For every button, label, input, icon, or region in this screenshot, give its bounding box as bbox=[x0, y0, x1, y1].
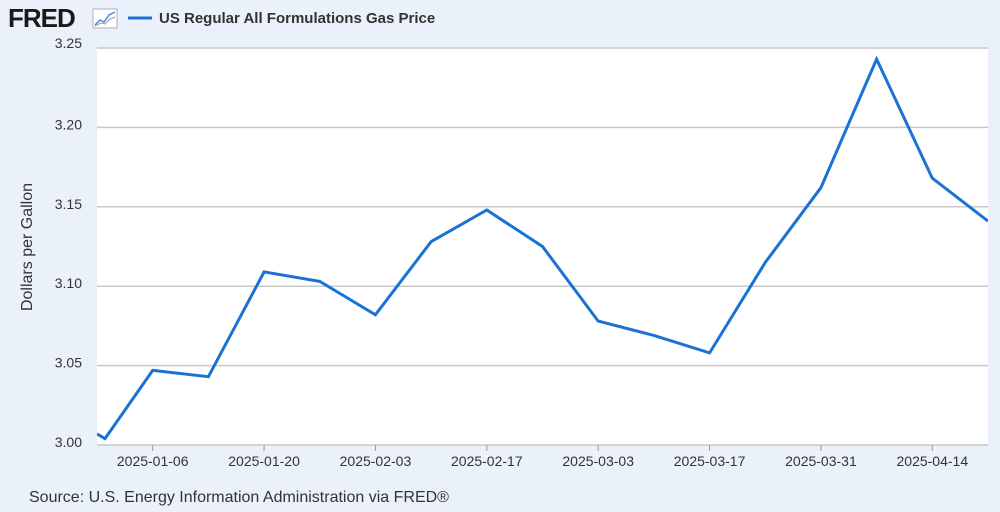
line-chart-icon bbox=[92, 8, 118, 29]
data-point[interactable] bbox=[428, 239, 434, 245]
x-tick-label: 2025-04-14 bbox=[897, 453, 969, 469]
legend-label: US Regular All Formulations Gas Price bbox=[159, 10, 435, 27]
y-tick-label: 3.15 bbox=[55, 196, 82, 212]
y-axis-ticks: 3.00 3.05 3.10 3.15 3.20 3.25 bbox=[55, 35, 82, 450]
x-axis-ticks: 2025-01-06 2025-01-20 2025-02-03 2025-02-17… bbox=[117, 445, 968, 469]
source-note: Source: U.S. Energy Information Administ… bbox=[29, 489, 449, 506]
data-point[interactable] bbox=[102, 436, 108, 442]
data-point[interactable] bbox=[874, 56, 880, 62]
series-line[interactable] bbox=[97, 55, 988, 441]
y-tick-label: 3.20 bbox=[55, 116, 82, 132]
data-point[interactable] bbox=[651, 332, 657, 338]
y-tick-label: 3.25 bbox=[55, 35, 82, 51]
data-point[interactable] bbox=[818, 185, 824, 191]
x-tick-label: 2025-02-17 bbox=[451, 453, 523, 469]
data-point[interactable] bbox=[205, 374, 211, 380]
y-tick-label: 3.00 bbox=[55, 434, 82, 450]
data-point[interactable] bbox=[484, 207, 490, 213]
x-tick-label: 2025-03-03 bbox=[562, 453, 634, 469]
data-point[interactable] bbox=[707, 350, 713, 356]
data-point[interactable] bbox=[150, 367, 156, 373]
fred-logo-text: FRED bbox=[8, 3, 75, 33]
x-tick-label: 2025-03-31 bbox=[785, 453, 857, 469]
data-point[interactable] bbox=[595, 318, 601, 324]
data-point[interactable] bbox=[372, 312, 378, 318]
data-point[interactable] bbox=[929, 175, 935, 181]
data-point[interactable] bbox=[261, 269, 267, 275]
data-point[interactable] bbox=[317, 278, 323, 284]
y-axis-label: Dollars per Gallon bbox=[19, 183, 36, 311]
y-tick-label: 3.05 bbox=[55, 355, 82, 371]
x-tick-label: 2025-03-17 bbox=[674, 453, 746, 469]
x-tick-label: 2025-01-06 bbox=[117, 453, 189, 469]
data-point[interactable] bbox=[985, 218, 991, 224]
y-tick-label: 3.10 bbox=[55, 275, 82, 291]
data-point[interactable] bbox=[94, 431, 100, 437]
data-point[interactable] bbox=[762, 259, 768, 265]
x-tick-label: 2025-01-20 bbox=[228, 453, 300, 469]
fred-logo[interactable]: FRED bbox=[8, 3, 118, 33]
gridlines bbox=[97, 47, 988, 446]
data-point[interactable] bbox=[540, 244, 546, 250]
x-tick-label: 2025-02-03 bbox=[340, 453, 412, 469]
series-layer bbox=[94, 55, 991, 442]
legend: US Regular All Formulations Gas Price bbox=[128, 10, 435, 27]
